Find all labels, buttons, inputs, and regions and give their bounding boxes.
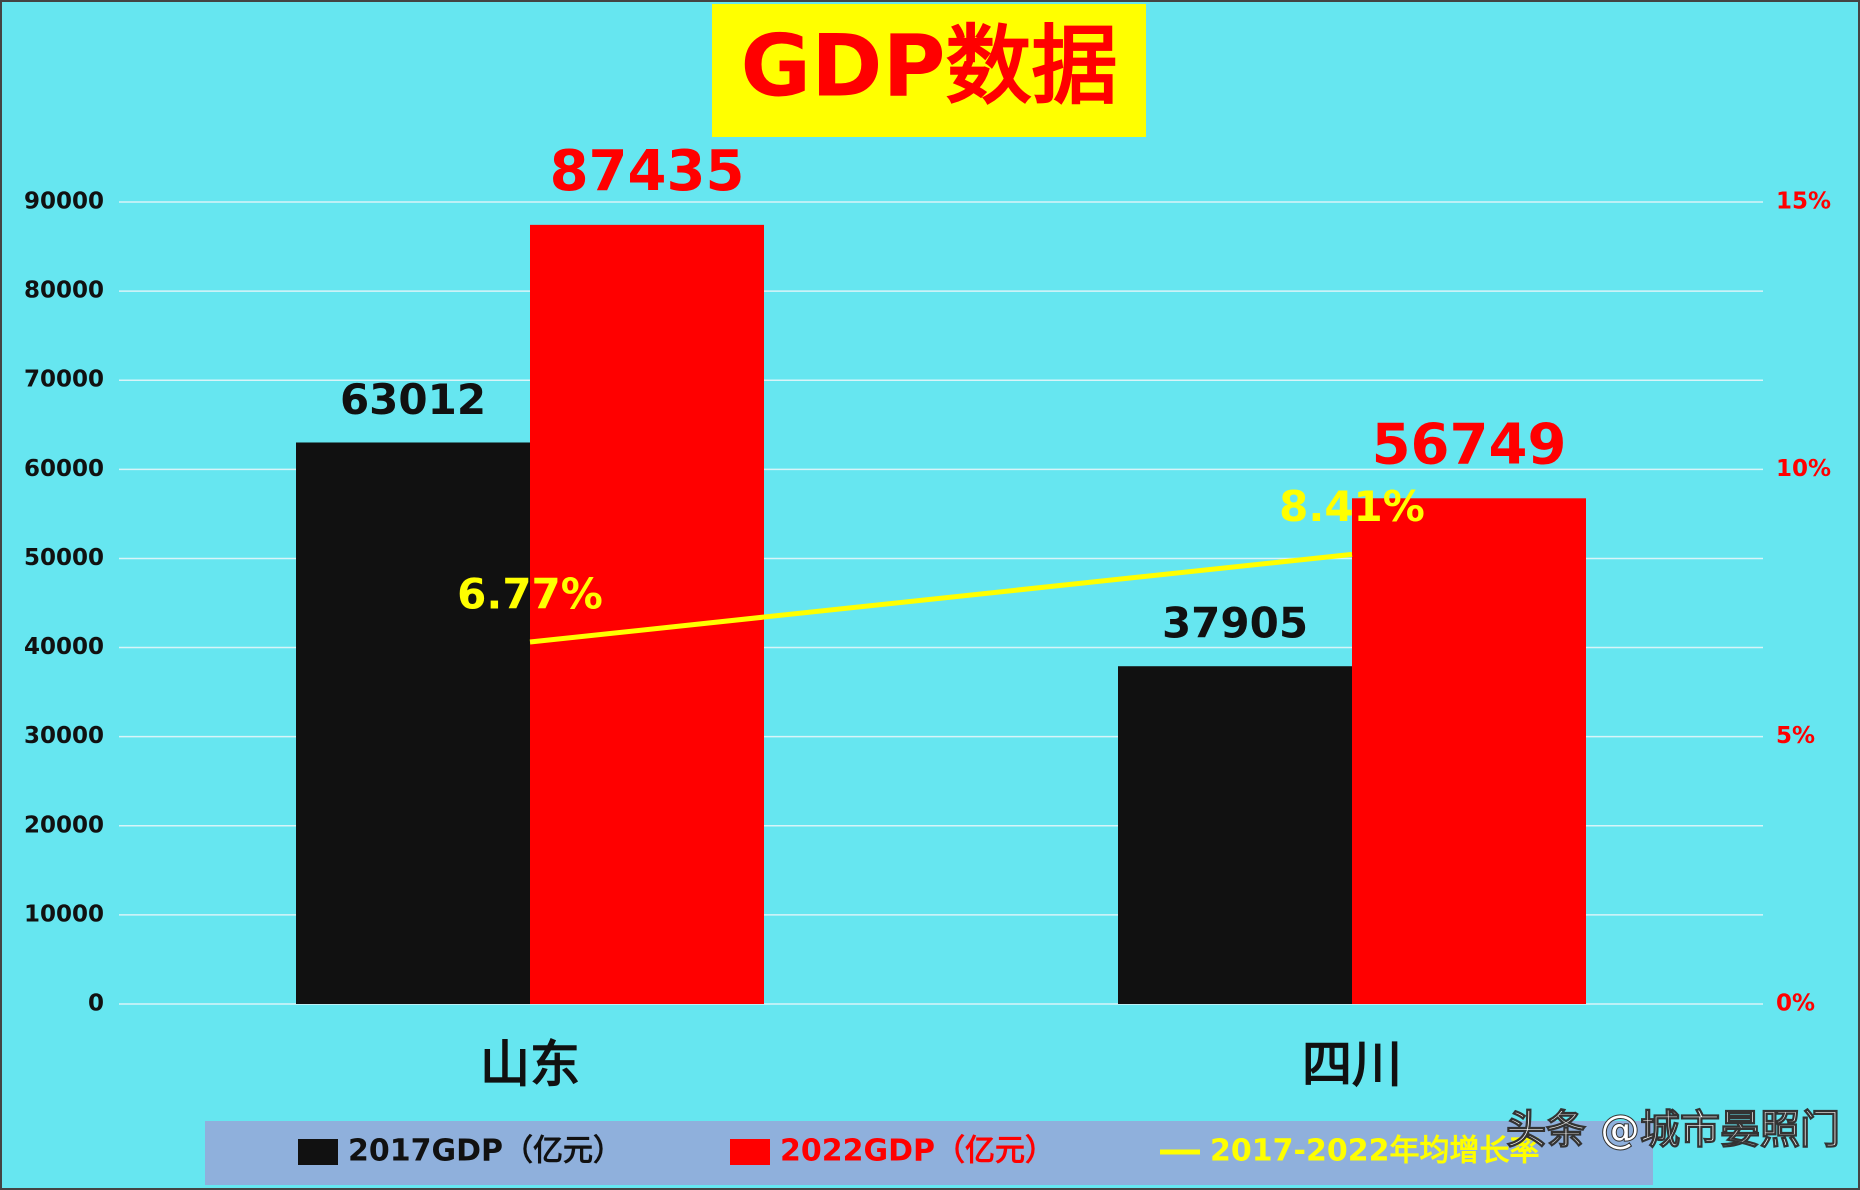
y-tick-label: 80000	[24, 278, 104, 304]
line	[529, 551, 1353, 645]
y-tick-label: 10000	[24, 901, 104, 927]
data-label: 87435	[550, 139, 745, 204]
legend-label: 2017-2022年均增长率	[1210, 1134, 1539, 1169]
y2-tick-label: 15%	[1776, 189, 1831, 215]
legend-label: 2017GDP（亿元）	[348, 1134, 623, 1169]
y-tick-label: 50000	[24, 545, 104, 571]
legend-box	[205, 1121, 1653, 1185]
legend-swatch	[298, 1139, 338, 1165]
data-label: 6.77%	[457, 570, 603, 619]
data-label: 56749	[1372, 412, 1567, 477]
bar	[530, 224, 764, 1004]
y2-tick-label: 10%	[1776, 456, 1831, 482]
y2-tick-label: 5%	[1776, 723, 1815, 749]
legend-label: 2022GDP（亿元）	[780, 1134, 1055, 1169]
bar	[1118, 666, 1352, 1004]
y-tick-label: 70000	[24, 367, 104, 393]
y-tick-label: 90000	[24, 189, 104, 215]
y-tick-label: 60000	[24, 456, 104, 482]
bar	[1352, 498, 1586, 1004]
chart-title: GDP数据	[740, 16, 1117, 116]
legend-swatch	[730, 1139, 770, 1165]
data-label: 8.41%	[1279, 482, 1425, 531]
y-tick-label: 0	[88, 991, 104, 1017]
y2-tick-label: 0%	[1776, 991, 1815, 1017]
watermark: 头条 @城市晏照门	[1506, 1107, 1840, 1153]
x-tick-label: 山东	[480, 1036, 580, 1094]
data-label: 63012	[340, 375, 486, 424]
title-box	[712, 4, 1146, 137]
y-tick-label: 40000	[24, 634, 104, 660]
y-tick-label: 20000	[24, 812, 104, 838]
bar	[296, 442, 530, 1005]
data-label: 37905	[1162, 599, 1308, 648]
y-tick-label: 30000	[24, 723, 104, 749]
x-tick-label: 四川	[1302, 1036, 1402, 1094]
